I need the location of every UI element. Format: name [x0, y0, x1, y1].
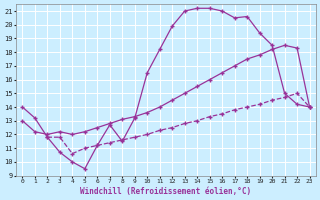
X-axis label: Windchill (Refroidissement éolien,°C): Windchill (Refroidissement éolien,°C): [80, 187, 252, 196]
